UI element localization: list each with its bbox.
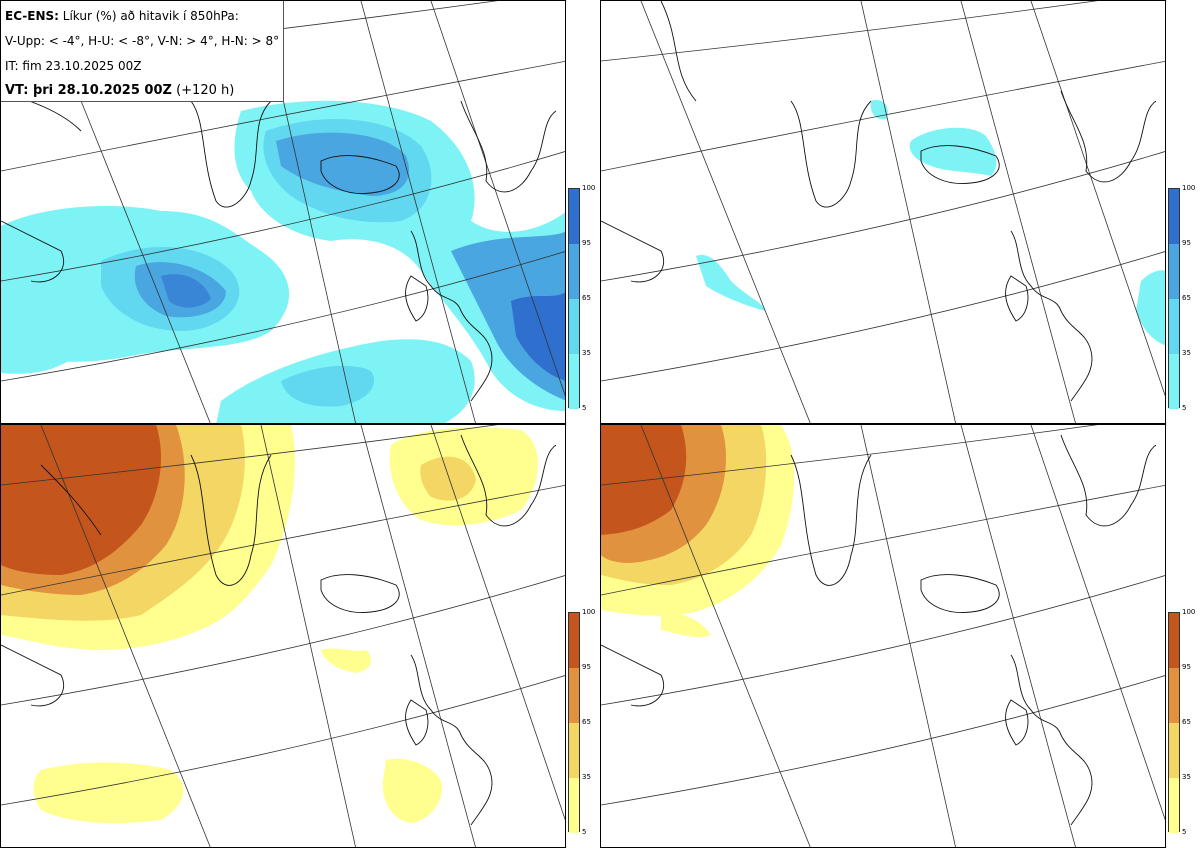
legend-title: Líkur (%) að hitavik í 850hPa:	[62, 9, 239, 23]
probability-field	[601, 425, 795, 638]
legend-title-line: EC-ENS: Líkur (%) að hitavik í 850hPa:	[5, 9, 239, 23]
colorbar-segment	[569, 778, 579, 833]
colorbar-tick-label: 95	[1182, 663, 1191, 671]
colorbar-tick-label: 100	[582, 608, 596, 616]
map-panel-cold-minus8	[600, 0, 1166, 424]
colorbar-segment	[1169, 668, 1179, 723]
colorbar-warm-right	[1168, 612, 1180, 833]
map-panel-cold-minus4: EC-ENS: Líkur (%) að hitavik í 850hPa: V…	[0, 0, 566, 424]
colorbar-segment	[1169, 299, 1179, 354]
legend-valid-line: VT: þri 28.10.2025 00Z (+120 h)	[5, 83, 234, 98]
colorbar-tick-label: 100	[1182, 184, 1196, 192]
colorbar-segment	[569, 613, 579, 668]
legend-valid-time: VT: þri 28.10.2025 00Z	[5, 83, 172, 98]
coastlines	[601, 434, 1157, 826]
legend-box: EC-ENS: Líkur (%) að hitavik í 850hPa: V…	[1, 1, 284, 102]
model-name: EC-ENS:	[5, 9, 59, 23]
colorbar-tick-label: 35	[1182, 773, 1191, 781]
colorbar-segment	[1169, 723, 1179, 778]
colorbar-tick-label: 65	[1182, 294, 1191, 302]
colorbar-tick-label: 35	[582, 773, 591, 781]
colorbar-segment	[1169, 354, 1179, 409]
legend-init-time: IT: fim 23.10.2025 00Z	[5, 59, 142, 73]
colorbar-tick-label: 35	[582, 349, 591, 357]
probability-field	[1, 100, 565, 423]
map-panel-warm-plus8	[600, 424, 1166, 848]
colorbar-tick-label: 95	[582, 663, 591, 671]
graticule	[601, 1, 1165, 423]
map-cold-minus8	[601, 1, 1165, 423]
graticule	[1, 425, 565, 847]
colorbar-segment	[569, 723, 579, 778]
probability-field	[1, 425, 538, 823]
colorbar-tick-label: 65	[1182, 718, 1191, 726]
probability-field	[696, 100, 1165, 346]
map-warm-plus4	[1, 425, 565, 847]
coastlines	[601, 1, 1157, 402]
colorbar-segment	[1169, 613, 1179, 668]
colorbar-cold-right	[1168, 188, 1180, 409]
colorbar-segment	[1169, 244, 1179, 299]
colorbar-segment	[569, 668, 579, 723]
colorbar-tick-label: 5	[1182, 828, 1187, 836]
colorbar-tick-label: 100	[582, 184, 596, 192]
colorbar-segment	[1169, 189, 1179, 244]
colorbar-segment	[569, 299, 579, 354]
colorbar-tick-label: 95	[582, 239, 591, 247]
map-panel-warm-plus4	[0, 424, 566, 848]
colorbar-tick-label: 5	[1182, 404, 1187, 412]
colorbar-tick-label: 5	[582, 404, 587, 412]
colorbar-segment	[569, 189, 579, 244]
colorbar-segment	[1169, 778, 1179, 833]
colorbar-tick-label: 5	[582, 828, 587, 836]
colorbar-cold-left	[568, 188, 580, 409]
colorbar-tick-label: 95	[1182, 239, 1191, 247]
colorbar-tick-label: 35	[1182, 349, 1191, 357]
colorbar-tick-label: 100	[1182, 608, 1196, 616]
legend-thresholds: V-Upp: < -4°, H-U: < -8°, V-N: > 4°, H-N…	[5, 34, 280, 48]
colorbar-tick-label: 65	[582, 718, 591, 726]
legend-lead-time: (+120 h)	[176, 83, 235, 98]
colorbar-segment	[569, 354, 579, 409]
colorbar-tick-label: 65	[582, 294, 591, 302]
map-warm-plus8	[601, 425, 1165, 847]
coastlines	[1, 434, 557, 826]
map-cold-minus4	[1, 1, 565, 423]
graticule	[601, 425, 1165, 847]
colorbar-segment	[569, 244, 579, 299]
colorbar-warm-left	[568, 612, 580, 833]
